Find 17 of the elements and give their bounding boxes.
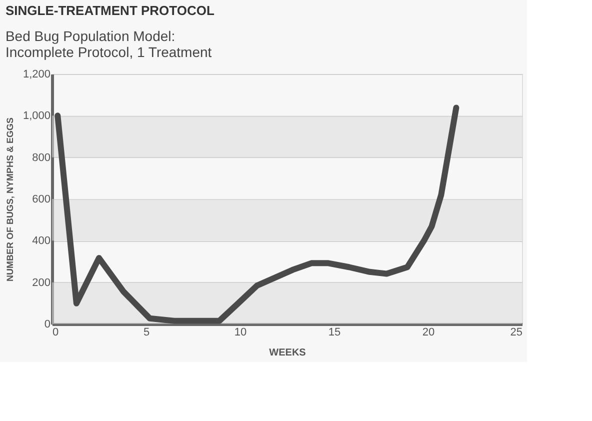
chart-title: SINGLE-TREATMENT PROTOCOL (5, 3, 214, 18)
y-tick-label: 600 (32, 194, 50, 206)
y-axis-title: NUMBER OF BUGS, NYMPHS & EGGS (4, 117, 15, 282)
y-tick-label: 800 (32, 152, 50, 164)
y-tick-label: 400 (32, 235, 50, 248)
x-tick-label: 25 (510, 326, 522, 338)
x-tick-label: 15 (328, 326, 341, 338)
chart-subtitle: Bed Bug Population Model: Incomplete Protocol, 1 Treatment (5, 28, 212, 60)
y-tick-label: 0 (44, 318, 50, 330)
x-tick-label: 10 (234, 326, 247, 338)
y-tick-label: 1,200 (22, 68, 50, 80)
x-tick-label: 20 (422, 326, 435, 338)
y-tick-label: 200 (32, 276, 50, 289)
x-tick-label: 5 (143, 326, 150, 338)
x-axis-title: WEEKS (269, 348, 306, 358)
y-tick-label: 1,000 (22, 110, 50, 122)
x-tick-label: 0 (52, 326, 59, 338)
